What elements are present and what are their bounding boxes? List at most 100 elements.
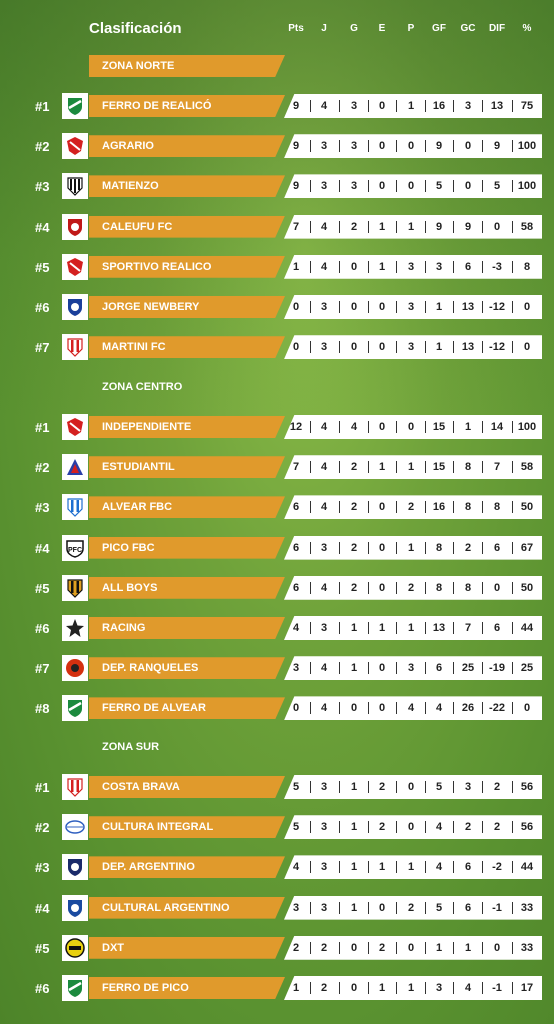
- stat-pct: 50: [520, 581, 534, 594]
- column-divider: [368, 702, 369, 715]
- table-row[interactable]: #7 DEP. RANQUELES 3 4 1 0 3 6 25 -19 25: [0, 654, 554, 684]
- rank-label: #6: [35, 300, 50, 315]
- table-row[interactable]: #4 CULTURAL ARGENTINO 3 3 1 0 2 5 6 -1 33: [0, 894, 554, 924]
- column-divider: [425, 140, 426, 153]
- table-row[interactable]: #8 FERRO DE ALVEAR 0 4 0 0 4 4 26 -22 0: [0, 694, 554, 724]
- column-divider: [425, 180, 426, 193]
- stat-j: 4: [320, 581, 328, 594]
- stat-gf: 9: [435, 220, 443, 233]
- team-name[interactable]: ESTUDIANTIL: [89, 456, 285, 479]
- zone-header-zona-sur: ZONA SUR: [102, 741, 160, 753]
- table-row[interactable]: #5 ALL BOYS 6 4 2 0 2 8 8 0 50: [0, 574, 554, 604]
- team-name[interactable]: CULTURAL ARGENTINO: [89, 896, 285, 919]
- table-row[interactable]: #6 RACING 4 3 1 1 1 13 7 6 44: [0, 614, 554, 644]
- table-row[interactable]: #3 ALVEAR FBC 6 4 2 0 2 16 8 8 50: [0, 493, 554, 523]
- stat-p: 3: [407, 662, 415, 675]
- table-row[interactable]: #2 CULTURA INTEGRAL 5 3 1 2 0 4 2 2 56: [0, 813, 554, 843]
- stat-dif: 6: [493, 622, 501, 634]
- column-divider: [512, 301, 513, 313]
- table-row[interactable]: #1 INDEPENDIENTE 12 4 4 0 0 15 1 14 100: [0, 413, 554, 443]
- team-name[interactable]: FERRO DE REALICÓ: [89, 95, 285, 117]
- column-divider: [396, 861, 397, 874]
- stat-dif: 7: [493, 461, 501, 474]
- stats-bar: 0 3 0 0 3 1 13 -12 0: [284, 335, 542, 360]
- team-name[interactable]: DEP. ARGENTINO: [89, 856, 285, 879]
- team-name[interactable]: COSTA BRAVA: [89, 776, 285, 798]
- stat-g: 0: [350, 260, 358, 273]
- stat-j: 4: [320, 421, 328, 433]
- column-divider: [453, 581, 454, 594]
- column-divider: [339, 341, 340, 354]
- stat-e: 1: [378, 220, 386, 233]
- table-row[interactable]: #7 MARTINI FC 0 3 0 0 3 1 13 -12 0: [0, 333, 554, 363]
- stat-e: 1: [378, 982, 386, 994]
- table-row[interactable]: #2 AGRARIO 9 3 3 0 0 9 0 9 100: [0, 132, 554, 162]
- rank-label: #6: [35, 981, 50, 996]
- table-row[interactable]: #4 PFC PICO FBC 6 3 2 0 1 8 2 6 67: [0, 534, 554, 564]
- team-name[interactable]: DXT: [89, 936, 285, 959]
- table-row[interactable]: #6 JORGE NEWBERY 0 3 0 0 3 1 13 -12 0: [0, 293, 554, 323]
- team-name[interactable]: MATIENZO: [89, 175, 285, 198]
- column-divider: [339, 461, 340, 474]
- column-divider: [310, 421, 311, 433]
- table-row[interactable]: #4 CALEUFU FC 7 4 2 1 1 9 9 0 58: [0, 213, 554, 243]
- column-divider: [482, 622, 483, 634]
- table-row[interactable]: #3 MATIENZO 9 3 3 0 0 5 0 5 100: [0, 172, 554, 202]
- column-divider: [482, 180, 483, 193]
- team-name[interactable]: JORGE NEWBERY: [89, 296, 285, 318]
- team-name[interactable]: RACING: [89, 617, 285, 639]
- column-divider: [453, 501, 454, 514]
- column-divider: [425, 821, 426, 834]
- stat-g: 1: [350, 901, 358, 914]
- stats-bar: 7 4 2 1 1 9 9 0 58: [284, 214, 542, 239]
- stat-gf: 6: [435, 662, 443, 675]
- stats-bar: 6 3 2 0 1 8 2 6 67: [284, 535, 542, 560]
- column-divider: [368, 622, 369, 634]
- table-row[interactable]: #1 COSTA BRAVA 5 3 1 2 0 5 3 2 56: [0, 773, 554, 803]
- team-name[interactable]: PICO FBC: [89, 536, 285, 559]
- team-name[interactable]: ALL BOYS: [89, 576, 285, 599]
- column-divider: [453, 702, 454, 715]
- stat-j: 3: [320, 541, 328, 554]
- stat-p: 1: [407, 220, 415, 233]
- table-row[interactable]: #3 DEP. ARGENTINO 4 3 1 1 1 4 6 -2 44: [0, 853, 554, 883]
- stat-gc: 13: [461, 341, 475, 354]
- stat-j: 3: [320, 821, 328, 834]
- stat-gf: 4: [435, 821, 443, 834]
- team-name[interactable]: FERRO DE PICO: [89, 977, 285, 999]
- stats-bar: 4 3 1 1 1 13 7 6 44: [284, 616, 542, 640]
- column-divider: [482, 140, 483, 153]
- team-name[interactable]: MARTINI FC: [89, 336, 285, 359]
- column-divider: [482, 662, 483, 675]
- team-name[interactable]: AGRARIO: [89, 135, 285, 158]
- table-row[interactable]: #1 FERRO DE REALICÓ 9 4 3 0 1 16 3 13 75: [0, 92, 554, 122]
- team-name[interactable]: DEP. RANQUELES: [89, 657, 285, 680]
- stat-p: 2: [407, 901, 415, 914]
- column-divider: [482, 982, 483, 994]
- table-row[interactable]: #6 FERRO DE PICO 1 2 0 1 1 3 4 -1 17: [0, 974, 554, 1004]
- stat-p: 1: [407, 541, 415, 554]
- team-name[interactable]: FERRO DE ALVEAR: [89, 697, 285, 720]
- stat-gf: 9: [435, 140, 443, 153]
- stat-gc: 6: [464, 861, 472, 874]
- table-row[interactable]: #5 DXT 2 2 0 2 0 1 1 0 33: [0, 934, 554, 964]
- stat-pts: 5: [292, 781, 300, 793]
- team-name[interactable]: SPORTIVO REALICO: [89, 255, 285, 278]
- stat-gf: 3: [435, 260, 443, 273]
- team-name[interactable]: INDEPENDIENTE: [89, 416, 285, 438]
- team-name[interactable]: CULTURA INTEGRAL: [89, 816, 285, 839]
- table-row[interactable]: #2 ESTUDIANTIL 7 4 2 1 1 15 8 7 58: [0, 453, 554, 483]
- team-name[interactable]: CALEUFU FC: [89, 215, 285, 238]
- column-divider: [512, 702, 513, 715]
- column-divider: [512, 501, 513, 514]
- column-divider: [512, 220, 513, 233]
- column-header-j: J: [321, 23, 327, 34]
- stat-gf: 5: [435, 781, 443, 793]
- column-divider: [512, 541, 513, 554]
- stat-pts: 0: [292, 301, 300, 313]
- rank-label: #4: [35, 900, 50, 916]
- column-divider: [453, 100, 454, 112]
- table-row[interactable]: #5 SPORTIVO REALICO 1 4 0 1 3 3 6 -3 8: [0, 253, 554, 283]
- team-name[interactable]: ALVEAR FBC: [89, 496, 285, 519]
- stat-gf: 16: [432, 100, 446, 112]
